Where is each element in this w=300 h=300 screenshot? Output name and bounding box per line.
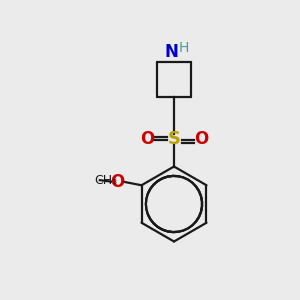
Text: O: O [194,130,208,148]
Text: O: O [110,172,124,191]
Text: methoxy: methoxy [0,299,1,300]
Text: O: O [140,130,154,148]
Text: CH₃: CH₃ [94,174,117,187]
Text: S: S [167,130,181,148]
Text: H: H [178,41,189,55]
Text: N: N [164,43,178,61]
